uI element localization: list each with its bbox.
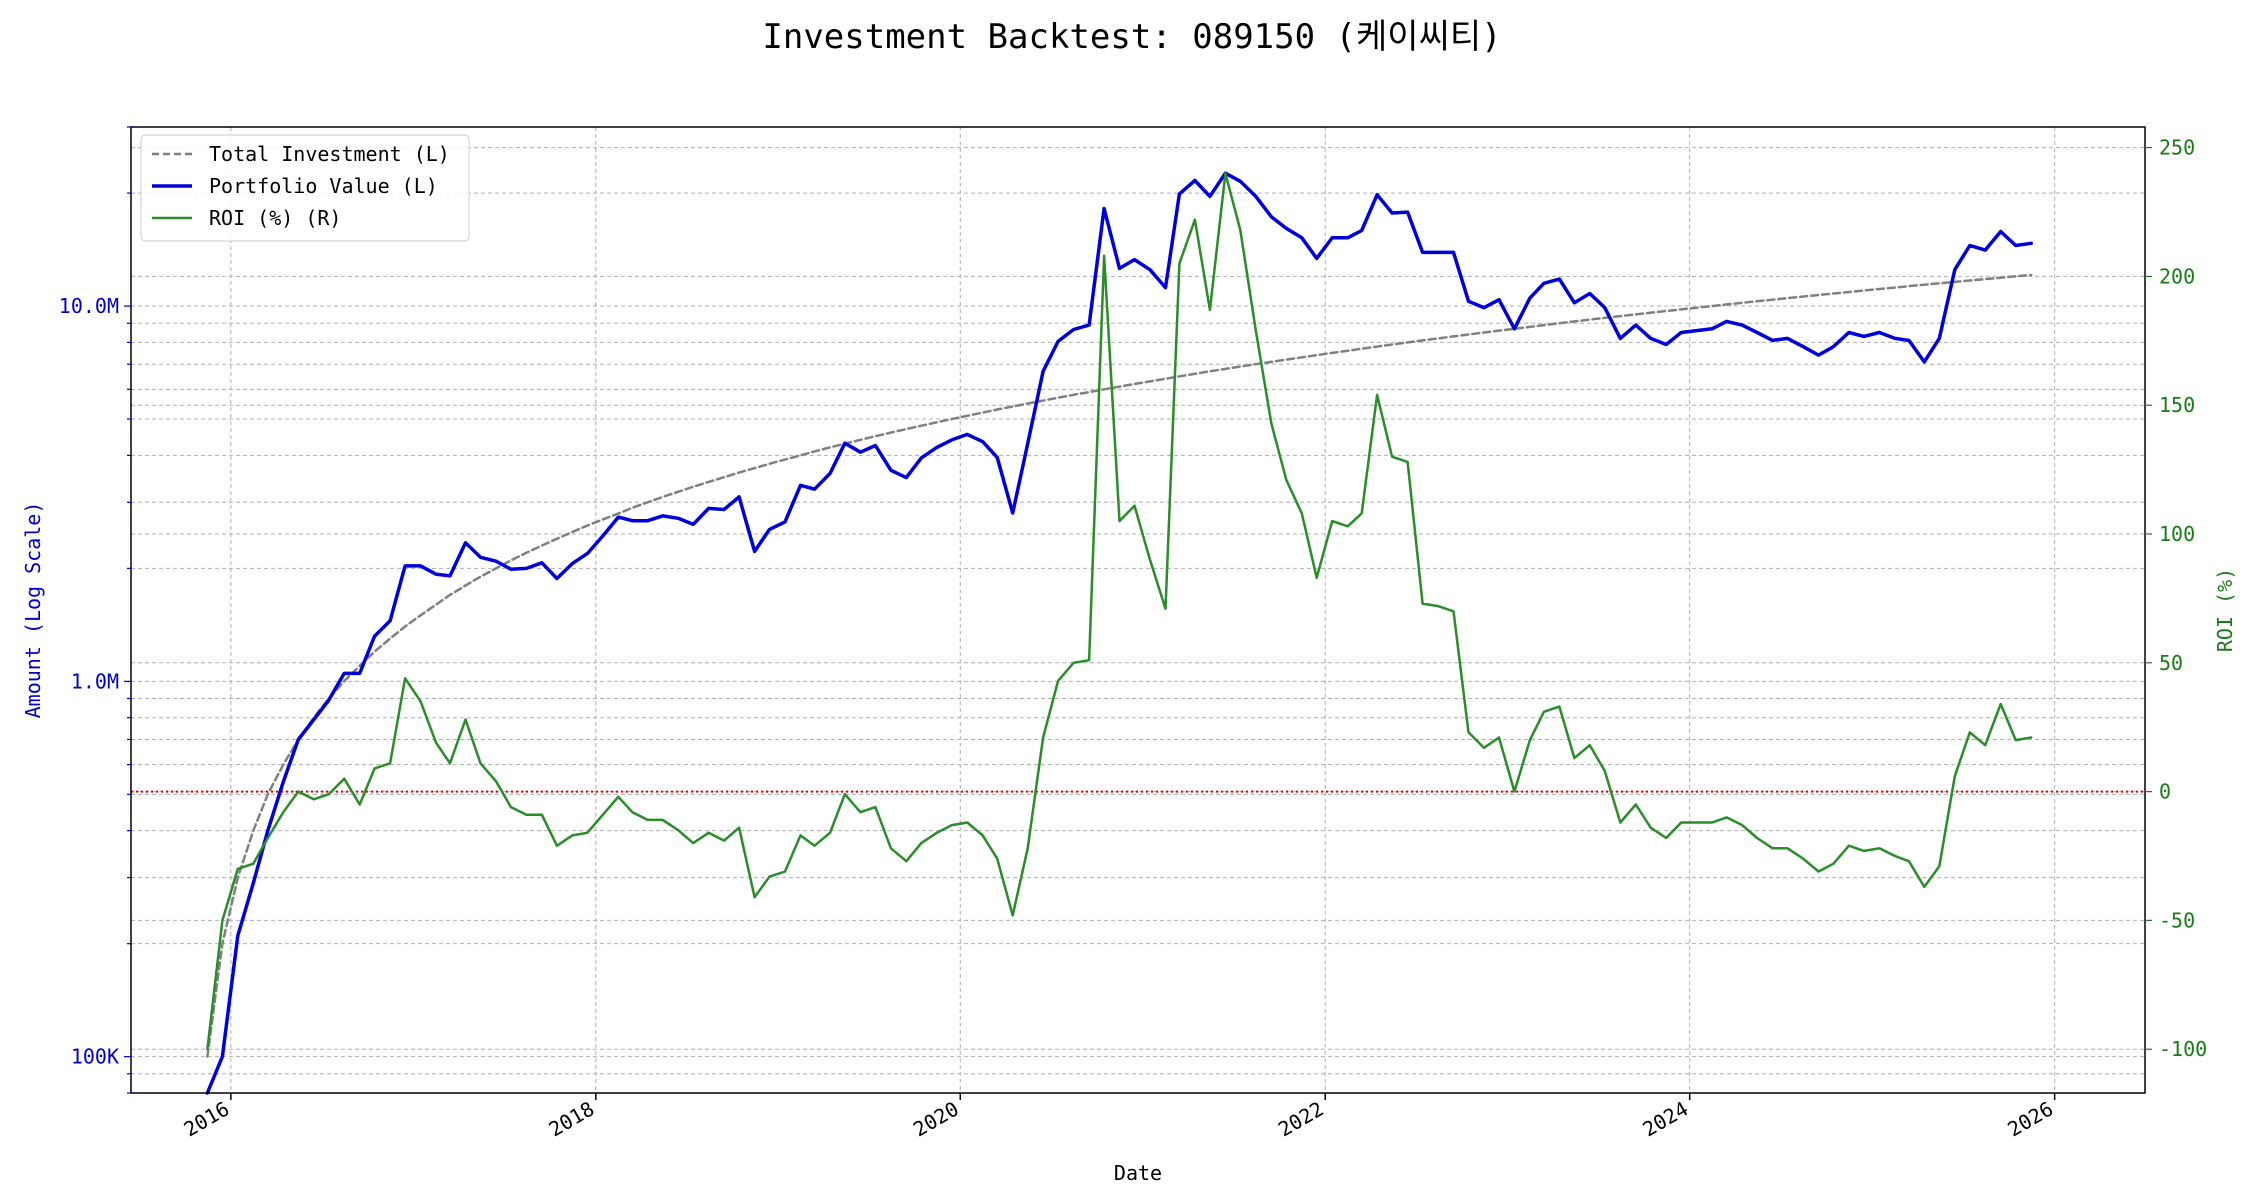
x-axis-label: Date [1114, 1161, 1162, 1185]
plot-frame [130, 126, 2146, 1094]
legend-label-roi: ROI (%) (R) [209, 206, 341, 230]
x-tick-label: 2022 [1274, 1097, 1328, 1142]
right-tick-label: 0 [2159, 780, 2171, 804]
x-tick-label: 2024 [1638, 1097, 1692, 1142]
left-y-axis-label: Amount (Log Scale) [21, 502, 45, 719]
x-tick-label: 2020 [909, 1097, 963, 1142]
right-tick-label: -50 [2159, 908, 2195, 932]
right-tick-label: 250 [2159, 136, 2195, 160]
left-tick-label: 10.0M [59, 294, 119, 318]
total-investment-line [206, 273, 2033, 1058]
chart-title: Investment Backtest: 089150 (케이씨티) [762, 17, 1501, 57]
right-tick-label: 100 [2159, 522, 2195, 546]
right-tick-label: 50 [2159, 651, 2183, 675]
right-y-axis-label: ROI (%) [2213, 568, 2237, 652]
x-tick-label: 2016 [180, 1097, 234, 1142]
right-tick-label: 150 [2159, 393, 2195, 417]
left-tick-label: 100K [71, 1045, 119, 1069]
legend-box [140, 134, 470, 242]
legend-label-portfolio-value: Portfolio Value (L) [209, 174, 438, 198]
legend: Total Investment (L) Portfolio Value (L)… [140, 134, 470, 242]
roi-line [206, 172, 2033, 1051]
axis-ticks: 2016 2018 2020 2022 2024 2026 100K 1.0M 10.0M -10… [59, 126, 2207, 1142]
right-tick-label: 200 [2159, 264, 2195, 288]
right-tick-label: -100 [2159, 1037, 2207, 1061]
x-tick-label: 2026 [2003, 1097, 2057, 1142]
series-lines [205, 171, 2033, 1095]
x-tick-label: 2018 [545, 1097, 599, 1142]
grid-lines [131, 126, 2145, 1094]
left-tick-label: 1.0M [71, 669, 119, 693]
portfolio-value-line [205, 171, 2033, 1095]
legend-label-total-investment: Total Investment (L) [209, 142, 450, 166]
